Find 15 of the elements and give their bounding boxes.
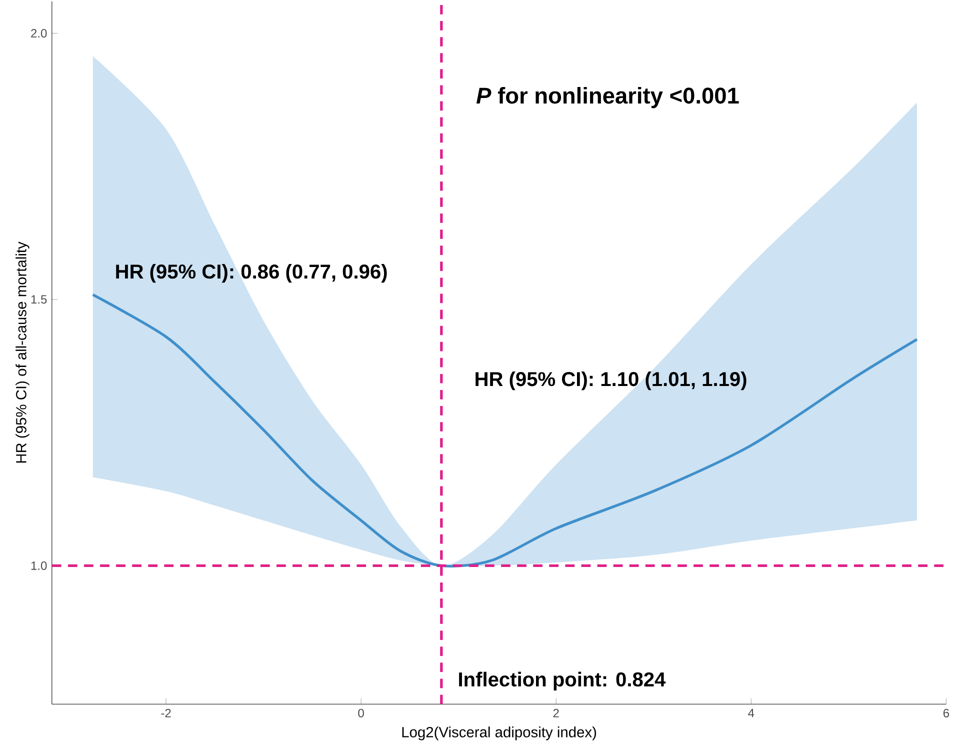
y-tick-label: 2.0 [31,29,47,38]
annotation: HR (95% CI): 0.86 (0.77, 0.96) [116,264,387,283]
x-tick-label: 2 [553,708,559,718]
x-tick-label: 0 [358,708,364,718]
annotation: HR (95% CI): 1.10 (1.01, 1.19) [476,372,746,390]
x-tick-label: -2 [161,708,171,718]
annotation: P for nonlinearity <0.001 [476,87,739,108]
y-tick-label: 1.5 [31,295,47,304]
y-axis-title: HR (95% CI) of all-cause mortality [16,242,30,463]
line-series [92,293,918,568]
x-axis-title: Log2(Visceral adiposity index) [402,726,596,740]
ref-line-label: Inflection point: 0.824 [459,672,666,691]
x-tick-label: 4 [748,708,754,718]
y-tick-label: 1.0 [31,562,47,570]
x-tick-label: 6 [943,708,950,718]
